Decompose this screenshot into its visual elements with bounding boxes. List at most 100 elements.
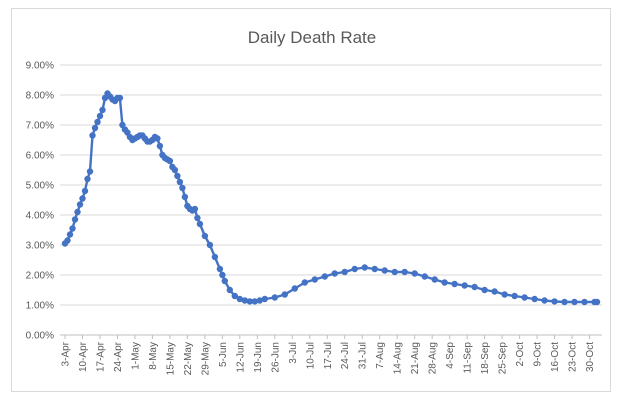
data-point [179, 184, 186, 192]
data-point [116, 94, 124, 102]
data-point [281, 291, 288, 298]
x-tick-label: 8-May [148, 342, 159, 370]
x-tick-label: 12-Jun [235, 342, 246, 373]
data-point [181, 193, 189, 201]
data-point [593, 298, 601, 306]
x-tick-label: 16-Oct [550, 342, 561, 372]
data-point [66, 231, 74, 238]
data-point [246, 298, 253, 305]
y-tick-label: 6.00% [26, 151, 54, 162]
x-tick-label: 17-Jul [323, 342, 334, 369]
data-point [501, 291, 508, 298]
data-point [194, 214, 201, 222]
x-tick-label: 5-Jun [218, 342, 229, 367]
data-point [371, 265, 378, 273]
data-point [541, 297, 548, 304]
data-point [441, 279, 448, 286]
data-point [79, 195, 86, 202]
x-tick-label: 4-Sep [445, 342, 456, 369]
x-tick-label: 3-Apr [61, 341, 72, 366]
data-point [76, 201, 84, 208]
x-tick-label: 19-Jun [253, 342, 264, 373]
data-point [251, 298, 258, 305]
data-point [99, 106, 106, 114]
data-point [226, 286, 233, 294]
data-point [461, 282, 468, 289]
chart-title: Daily Death Rate [248, 28, 377, 47]
data-point [81, 187, 89, 195]
data-point [176, 178, 184, 186]
data-point [196, 220, 204, 228]
chart-area: Daily Death Rate 0.00% 1.00% 2.00% 3.00% 4.0… [11, 8, 611, 392]
line-chart: Daily Death Rate 0.00% 1.00% 2.00% 3.00% 4.0… [26, 28, 602, 375]
gridlines [60, 64, 602, 336]
data-point [191, 205, 199, 213]
x-tick-label: 23-Oct [568, 342, 579, 372]
y-tick-label: 9.00% [26, 61, 54, 72]
data-point [231, 292, 238, 300]
data-point [86, 168, 94, 175]
y-tick-label: 2.00% [26, 271, 54, 282]
data-point [391, 268, 398, 276]
data-point [219, 271, 226, 279]
data-point [361, 264, 368, 271]
x-tick-label: 9-Oct [533, 342, 544, 367]
data-point [256, 297, 263, 304]
data-point [311, 276, 318, 283]
series-layer [61, 90, 601, 306]
data-point [291, 285, 298, 292]
x-tick-label: 30-Oct [585, 342, 596, 372]
data-point [69, 225, 76, 232]
x-tick-label: 10-Jul [305, 342, 316, 369]
data-point [331, 270, 338, 277]
data-point [511, 292, 518, 300]
data-point [171, 166, 179, 174]
data-point [561, 298, 568, 306]
data-point [156, 142, 164, 150]
data-point [211, 253, 219, 261]
data-point [71, 216, 79, 223]
data-point [581, 298, 588, 306]
y-tick-label: 4.00% [26, 211, 54, 222]
data-point [74, 208, 81, 216]
data-point [381, 267, 388, 274]
x-tick-label: 17-Apr [95, 341, 106, 372]
data-point [471, 283, 478, 291]
x-tick-label: 1-May [130, 342, 141, 370]
x-tick-label: 22-May [183, 342, 194, 375]
data-point [421, 273, 428, 280]
data-point [89, 132, 96, 139]
data-point [174, 172, 181, 180]
data-point [551, 298, 558, 305]
x-tick-label: 11-Sep [463, 342, 474, 374]
data-point [451, 280, 458, 288]
data-point [531, 295, 538, 303]
data-point [321, 273, 328, 280]
data-point [301, 279, 308, 286]
data-point [351, 265, 358, 273]
data-point [481, 286, 488, 294]
x-tick-label: 24-Apr [113, 341, 124, 372]
data-point [411, 270, 418, 277]
data-point [401, 268, 408, 276]
data-point [261, 295, 268, 303]
data-point [206, 241, 214, 249]
x-tick-label: 21-Aug [410, 342, 421, 374]
x-tick-label: 7-Aug [375, 342, 386, 369]
data-point [571, 298, 578, 306]
x-tick-label: 14-Aug [393, 342, 404, 374]
data-point [166, 157, 174, 165]
data-point [91, 124, 99, 132]
data-point [271, 294, 278, 301]
x-tick-label: 3-Jul [288, 342, 299, 364]
data-point [154, 135, 161, 142]
data-point [241, 297, 248, 304]
x-tick-label: 31-Jul [358, 342, 369, 369]
data-point [216, 265, 224, 273]
y-tick-label: 1.00% [26, 301, 54, 312]
data-point [236, 295, 243, 303]
data-point [521, 294, 528, 301]
data-point [84, 175, 91, 183]
y-tick-label: 7.00% [26, 121, 54, 132]
x-tick-label: 2-Oct [515, 342, 526, 367]
